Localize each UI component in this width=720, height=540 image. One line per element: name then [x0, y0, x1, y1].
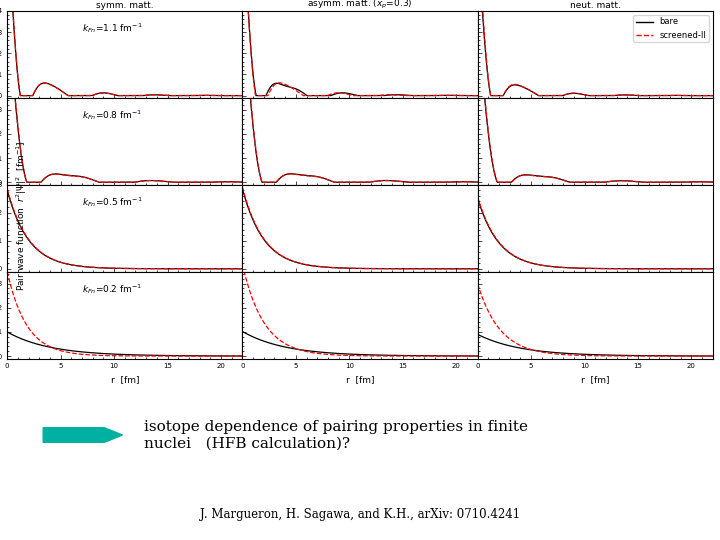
- Text: $k_{Fn}$=0.2 fm$^{-1}$: $k_{Fn}$=0.2 fm$^{-1}$: [83, 282, 143, 296]
- FancyArrow shape: [43, 428, 122, 442]
- Text: J. Margueron, H. Sagawa, and K.H., arXiv: 0710.4241: J. Margueron, H. Sagawa, and K.H., arXiv…: [200, 508, 520, 521]
- Text: $k_{Fn}$=1.1 fm$^{-1}$: $k_{Fn}$=1.1 fm$^{-1}$: [83, 21, 143, 35]
- Title: symm. matt.: symm. matt.: [96, 1, 153, 10]
- Text: $k_{Fn}$=0.5 fm$^{-1}$: $k_{Fn}$=0.5 fm$^{-1}$: [83, 195, 143, 209]
- Text: Pair wave function  $r^2|\Psi|^2$  [fm$^{-1}$]: Pair wave function $r^2|\Psi|^2$ [fm$^{-…: [14, 141, 29, 291]
- Text: $k_{Fn}$=0.8 fm$^{-1}$: $k_{Fn}$=0.8 fm$^{-1}$: [83, 108, 143, 122]
- Title: asymm. matt. ($x_p$=0.3): asymm. matt. ($x_p$=0.3): [307, 0, 413, 11]
- X-axis label: r  [fm]: r [fm]: [581, 375, 609, 384]
- X-axis label: r  [fm]: r [fm]: [111, 375, 139, 384]
- X-axis label: r  [fm]: r [fm]: [346, 375, 374, 384]
- Legend: bare, screened-II: bare, screened-II: [634, 15, 708, 42]
- Text: isotope dependence of pairing properties in finite
nuclei   (HFB calculation)?: isotope dependence of pairing properties…: [144, 421, 528, 451]
- Title: neut. matt.: neut. matt.: [570, 1, 621, 10]
